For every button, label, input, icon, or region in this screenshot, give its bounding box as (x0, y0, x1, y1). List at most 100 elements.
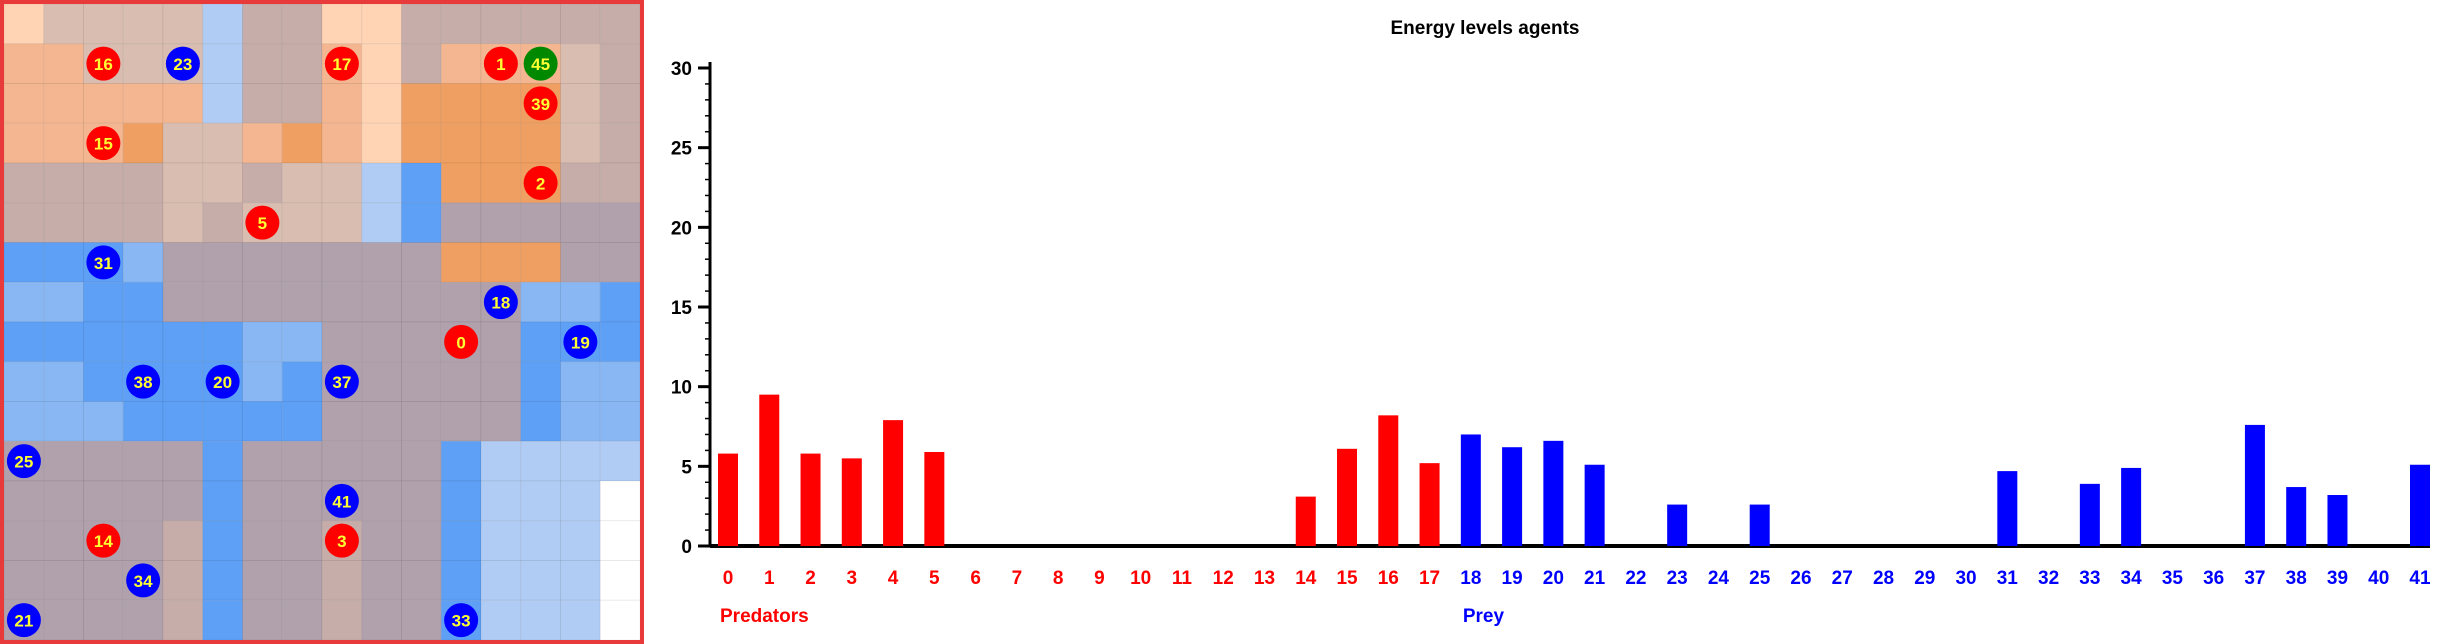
agent-prey-37[interactable]: 37 (324, 364, 359, 399)
grid-cell (162, 520, 204, 561)
agent-predator-17[interactable]: 17 (324, 46, 359, 81)
agent-id-label: 37 (332, 373, 351, 392)
bar-25 (1749, 504, 1770, 546)
agent-predator-16[interactable]: 16 (86, 46, 121, 81)
agent-predator-5[interactable]: 5 (245, 205, 280, 240)
agent-marker (6, 603, 41, 638)
grid-cell (560, 599, 601, 640)
grid-cell (281, 122, 323, 164)
agent-marker (483, 46, 518, 81)
grid-cell (560, 560, 601, 601)
x-tick-label: 24 (1708, 568, 1730, 589)
grid-cell (43, 361, 84, 402)
agent-prey-31[interactable]: 31 (86, 245, 121, 280)
grid-cell (242, 321, 283, 363)
agent-id-label: 23 (173, 55, 192, 74)
grid-cell (43, 162, 84, 204)
grid-cell (122, 122, 164, 164)
agent-prey-23[interactable]: 23 (165, 46, 200, 81)
grid-cell (361, 202, 402, 243)
agent-prey-25[interactable]: 25 (6, 444, 41, 479)
grid-cell (202, 480, 243, 522)
grid-cell (520, 242, 561, 283)
agent-prey-33[interactable]: 33 (444, 603, 479, 638)
grid-cell (242, 440, 283, 482)
x-tick-label: 33 (2079, 568, 2100, 589)
grid-cell (4, 4, 45, 45)
simulation-grid-panel: 16 23 17 1 45 39 15 2 5 31 18 0 19 38 20 37 25 41 14 3 34 21 3… (0, 0, 644, 644)
grid-cell (4, 122, 45, 164)
grid-cell (520, 401, 561, 442)
grid-cell (281, 321, 323, 363)
agent-special-45[interactable]: 45 (523, 46, 558, 81)
bar-23 (1667, 504, 1688, 546)
grid-cell (162, 321, 204, 363)
x-tick-label: 3 (847, 568, 858, 589)
agent-prey-20[interactable]: 20 (205, 364, 240, 399)
grid-cell (122, 321, 164, 363)
grid-cell (43, 4, 84, 45)
grid-cell (281, 440, 323, 482)
grid-cell (480, 321, 522, 363)
grid-cell (401, 440, 442, 482)
grid-cell (43, 599, 84, 640)
agent-marker (563, 324, 598, 359)
grid-cell (560, 480, 601, 522)
x-tick-label: 19 (1502, 568, 1523, 589)
grid-cell (242, 43, 283, 84)
x-tick-label: 34 (2121, 568, 2143, 589)
chart-title: Energy levels agents (1390, 18, 1579, 39)
agent-id-label: 25 (14, 453, 33, 472)
agent-predator-3[interactable]: 3 (324, 523, 359, 558)
bar-4 (883, 420, 904, 546)
agent-predator-0[interactable]: 0 (444, 324, 479, 359)
agent-prey-38[interactable]: 38 (126, 364, 161, 399)
agent-id-label: 16 (94, 55, 113, 74)
agent-predator-39[interactable]: 39 (523, 86, 558, 121)
grid-cell (4, 162, 45, 204)
x-tick-label: 31 (1997, 568, 2019, 589)
x-tick-label: 35 (2162, 568, 2184, 589)
agent-prey-34[interactable]: 34 (126, 563, 161, 598)
agent-predator-14[interactable]: 14 (86, 523, 121, 558)
agent-id-label: 38 (134, 373, 153, 392)
grid-cell (242, 242, 283, 283)
grid-cell (122, 242, 164, 283)
grid-cell (321, 202, 363, 243)
grid-cell (560, 242, 601, 283)
agent-prey-41[interactable]: 41 (324, 483, 359, 518)
bar-37 (2244, 424, 2265, 546)
agent-id-label: 1 (496, 55, 505, 74)
x-tick-label: 32 (2038, 568, 2059, 589)
grid-cell (242, 4, 283, 45)
grid-cell (480, 560, 522, 601)
agent-prey-21[interactable]: 21 (6, 603, 41, 638)
agent-prey-19[interactable]: 19 (563, 324, 598, 359)
x-tick-label: 13 (1254, 568, 1275, 589)
grid-cell (440, 440, 482, 482)
grid-cell (281, 520, 323, 561)
agent-prey-18[interactable]: 18 (483, 285, 518, 320)
x-tick-label: 6 (970, 568, 981, 589)
agent-marker (444, 603, 479, 638)
grid-cell (43, 202, 84, 243)
grid-cell (480, 122, 522, 164)
grid-cell (440, 242, 482, 283)
grid-cell (361, 242, 402, 283)
bar-2 (800, 453, 821, 546)
bar-0 (718, 453, 738, 546)
grid-cell (440, 361, 482, 402)
agent-predator-15[interactable]: 15 (86, 126, 121, 161)
grid-cell (520, 281, 561, 323)
grid-cell (83, 202, 124, 243)
y-tick-label: 25 (671, 139, 693, 160)
agent-predator-1[interactable]: 1 (483, 46, 518, 81)
x-tick-label: 18 (1460, 568, 1481, 589)
grid-cell (281, 361, 323, 402)
agent-predator-2[interactable]: 2 (523, 165, 558, 200)
grid-cell (321, 4, 363, 45)
grid-cell (520, 4, 561, 45)
grid-cell (83, 162, 124, 204)
x-tick-label: 16 (1378, 568, 1399, 589)
agent-marker (86, 46, 121, 81)
